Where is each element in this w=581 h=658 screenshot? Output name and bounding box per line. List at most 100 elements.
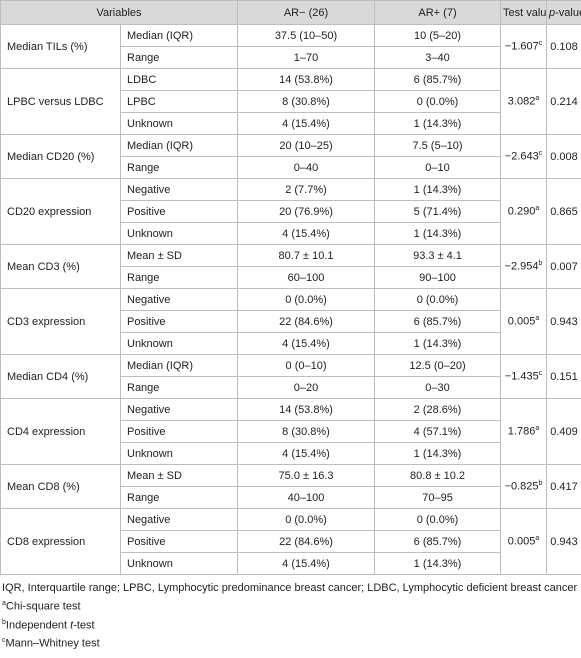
test-value: −1.435c bbox=[500, 354, 548, 399]
header-italic: p bbox=[549, 6, 556, 19]
sub-label: Negative bbox=[119, 508, 239, 531]
cell: 0–30 bbox=[374, 376, 502, 399]
test-sup: a bbox=[535, 425, 540, 433]
cell: 22 (84.6%) bbox=[237, 310, 376, 333]
p-value: 0.943 bbox=[546, 288, 581, 355]
test-sup: b bbox=[538, 260, 543, 268]
test-sup: c bbox=[538, 40, 543, 48]
group-label: Median CD4 (%) bbox=[0, 354, 121, 399]
sub-label: Unknown bbox=[119, 332, 239, 355]
sub-label: Positive bbox=[119, 530, 239, 553]
p-value: 0.943 bbox=[546, 508, 581, 575]
cell: 14 (53.8%) bbox=[237, 68, 376, 91]
row: CD20 expression Negative 2 (7.7%) 1 (14.3%)… bbox=[0, 178, 581, 245]
cell: 80.8 ± 10.2 bbox=[374, 464, 502, 487]
cell: 5 (71.4%) bbox=[374, 200, 502, 223]
footnote-mark: a bbox=[2, 600, 6, 607]
row: Positive 20 (76.9%) 5 (71.4%) bbox=[1, 200, 581, 223]
cell: 90–100 bbox=[374, 266, 502, 289]
test-number: 0.005 bbox=[507, 315, 536, 328]
test-value: −2.954b bbox=[500, 244, 548, 289]
row: Positive 22 (84.6%) 6 (85.7%) bbox=[1, 530, 581, 553]
test-sup: a bbox=[535, 535, 540, 543]
sub-label: Unknown bbox=[119, 442, 239, 465]
test-number: −0.825 bbox=[504, 480, 539, 493]
cell: 4 (57.1%) bbox=[374, 420, 502, 443]
cell: 0 (0.0%) bbox=[374, 90, 502, 113]
header-row: Variables AR− (26) AR+ (7) Test value p-… bbox=[0, 0, 581, 25]
cell: 80.7 ± 10.1 bbox=[237, 244, 376, 267]
cell: 1 (14.3%) bbox=[374, 222, 502, 245]
p-value: 0.417 bbox=[546, 464, 581, 509]
cell: 3–40 bbox=[374, 46, 502, 69]
test-number: −2.954 bbox=[504, 260, 539, 273]
row: Median CD20 (%) Median (IQR) 20 (10–25) 7.5… bbox=[0, 134, 581, 179]
sub-label: Range bbox=[119, 266, 239, 289]
test-sup: c bbox=[538, 370, 543, 378]
test-sup: a bbox=[535, 315, 540, 323]
test-number: −2.643 bbox=[504, 150, 539, 163]
test-sup: a bbox=[535, 205, 540, 213]
cell: 93.3 ± 4.1 bbox=[374, 244, 502, 267]
test-value: −1.607c bbox=[500, 24, 548, 69]
row: CD4 expression Negative 14 (53.8%) 2 (28.6%… bbox=[0, 398, 581, 465]
test-value: 0.005a bbox=[500, 288, 548, 355]
cell: 4 (15.4%) bbox=[237, 332, 376, 355]
cell: 0–40 bbox=[237, 156, 376, 179]
cell: 0–10 bbox=[374, 156, 502, 179]
test-value: 3.082a bbox=[500, 68, 548, 135]
group-label: CD20 expression bbox=[0, 178, 121, 245]
cell: 7.5 (5–10) bbox=[374, 134, 502, 157]
footnote-text: Mann–Whitney test bbox=[5, 637, 100, 650]
cell: 2 (28.6%) bbox=[374, 398, 502, 421]
cell: 0 (0.0%) bbox=[374, 508, 502, 531]
cell: 4 (15.4%) bbox=[237, 222, 376, 245]
cell: 6 (85.7%) bbox=[374, 310, 502, 333]
row: LPBC versus LDBC LDBC 14 (53.8%) 6 (85.7%) 3… bbox=[0, 68, 581, 135]
row: Mean CD8 (%) Mean ± SD 75.0 ± 16.3 80.8 ± 1… bbox=[0, 464, 581, 509]
p-value: 0.865 bbox=[546, 178, 581, 245]
cell: 1 (14.3%) bbox=[374, 552, 502, 575]
notes: IQR, Interquartile range; LPBC, Lymphocy… bbox=[0, 575, 581, 652]
cell: 1–70 bbox=[237, 46, 376, 69]
header-cell: p-value bbox=[546, 0, 581, 25]
cell: 60–100 bbox=[237, 266, 376, 289]
p-value: 0.108 bbox=[546, 24, 581, 69]
sub-label: Unknown bbox=[119, 552, 239, 575]
p-value: 0.214 bbox=[546, 68, 581, 135]
cell: 0 (0.0%) bbox=[374, 288, 502, 311]
test-number: 0.290 bbox=[507, 205, 536, 218]
cell: 6 (85.7%) bbox=[374, 530, 502, 553]
test-sup: a bbox=[535, 95, 540, 103]
footnote-text: Independent bbox=[5, 619, 71, 632]
cell: 22 (84.6%) bbox=[237, 530, 376, 553]
row: Range 0–20 0–30 bbox=[1, 376, 581, 399]
cell: 2 (7.7%) bbox=[237, 178, 376, 201]
abbreviations: IQR, Interquartile range; LPBC, Lymphocy… bbox=[2, 582, 578, 594]
group-label: Mean CD8 (%) bbox=[0, 464, 121, 509]
row: CD3 expression Negative 0 (0.0%) 0 (0.0%) 0.… bbox=[0, 288, 581, 355]
row: Range 0–40 0–10 bbox=[1, 156, 581, 179]
sub-label: Mean ± SD bbox=[119, 244, 239, 267]
sub-label: Range bbox=[119, 376, 239, 399]
row: Median CD4 (%) Median (IQR) 0 (0–10) 12.5 (… bbox=[0, 354, 581, 399]
sub-label: Unknown bbox=[119, 222, 239, 245]
test-sup: b bbox=[538, 480, 543, 488]
group-label: Median CD20 (%) bbox=[0, 134, 121, 179]
cell: 70–95 bbox=[374, 486, 502, 509]
p-value: 0.007 bbox=[546, 244, 581, 289]
cell: 37.5 (10–50) bbox=[237, 24, 376, 47]
sub-label: Negative bbox=[119, 178, 239, 201]
footnote-text: Chi-square test bbox=[5, 600, 81, 613]
group-label: Median TILs (%) bbox=[0, 24, 121, 69]
row: Range 60–100 90–100 bbox=[1, 266, 581, 289]
cell: 1 (14.3%) bbox=[374, 442, 502, 465]
p-value: 0.151 bbox=[546, 354, 581, 399]
row: Unknown 4 (15.4%) 1 (14.3%) bbox=[1, 552, 581, 575]
sub-label: Negative bbox=[119, 288, 239, 311]
test-number: 1.786 bbox=[507, 425, 536, 438]
footnote-mark: c bbox=[2, 637, 6, 645]
test-value: −2.643c bbox=[500, 134, 548, 179]
row: Positive 8 (30.8%) 4 (57.1%) bbox=[1, 420, 581, 443]
cell: 4 (15.4%) bbox=[237, 552, 376, 575]
